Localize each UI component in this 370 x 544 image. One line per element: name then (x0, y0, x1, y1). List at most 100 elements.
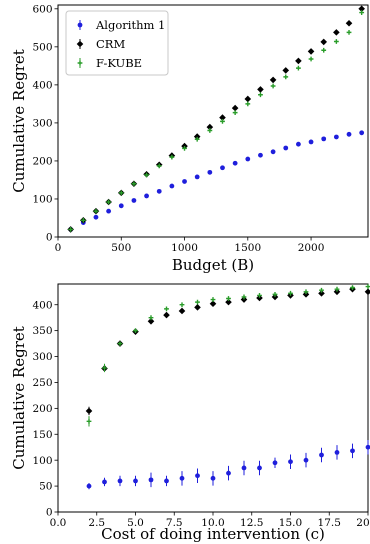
series-f-kube (68, 10, 365, 232)
data-point (206, 123, 214, 131)
data-point (350, 448, 355, 454)
data-point (68, 226, 74, 232)
y-tick-label: 100 (32, 455, 52, 467)
legend-entry: Algorithm 1 (95, 18, 165, 32)
data-point (195, 299, 200, 305)
data-point (117, 478, 123, 484)
data-point (308, 139, 314, 145)
y-axis-label: Cumulative Regret (10, 326, 28, 470)
data-point (220, 165, 225, 171)
data-point (210, 297, 216, 302)
data-point (210, 475, 216, 481)
data-point (226, 470, 231, 476)
x-tick-label: 15.0 (279, 517, 302, 529)
data-point (182, 179, 187, 184)
y-tick-label: 400 (32, 299, 52, 311)
data-point (131, 181, 137, 187)
data-point (271, 293, 279, 301)
x-tick-label: 7.5 (166, 517, 183, 529)
data-point (178, 307, 186, 315)
data-point (334, 286, 340, 292)
data-point (288, 459, 293, 465)
data-point (117, 341, 123, 346)
series-algorithm-1 (68, 130, 365, 232)
data-point (303, 457, 309, 463)
data-point (179, 475, 185, 481)
legend-marker (77, 60, 83, 66)
x-tick-label: 500 (111, 242, 131, 254)
data-point (295, 57, 302, 65)
data-point (86, 418, 92, 424)
data-point (232, 110, 238, 116)
x-tick-label: 17.5 (318, 517, 341, 529)
series-crm (85, 285, 370, 416)
data-point (194, 174, 200, 180)
data-point (282, 67, 290, 74)
data-point (272, 460, 278, 466)
y-tick-label: 400 (32, 79, 52, 91)
data-point (319, 452, 324, 458)
data-point (346, 131, 352, 137)
y-tick-label: 100 (32, 194, 52, 206)
x-tick-label: 20.0 (356, 517, 370, 529)
data-point (148, 315, 154, 321)
data-point (169, 183, 175, 189)
data-point (207, 128, 213, 133)
legend-marker (76, 40, 84, 48)
data-point (350, 285, 355, 291)
data-point (93, 214, 99, 220)
x-axis-label: Budget (B) (172, 256, 254, 274)
data-point (359, 10, 365, 16)
data-point (333, 288, 341, 296)
data-point (272, 291, 278, 297)
data-point (164, 478, 169, 484)
data-point (220, 118, 225, 124)
data-point (156, 188, 162, 194)
data-point (179, 302, 185, 308)
y-tick-label: 200 (32, 403, 52, 415)
x-tick-label: 0.0 (50, 517, 67, 529)
legend-entry: F-KUBE (96, 56, 142, 70)
data-point (308, 56, 314, 62)
chart-cost: 0.0 2.5 5.0 7.5 10.0 12.5 15.0 17.5 20.0 0 50 100 15… (10, 283, 370, 543)
data-point (241, 465, 247, 471)
data-point (333, 29, 340, 36)
chart-budget: 0 500 1000 1500 2000 0 100 200 300 400 500 600 Budge… (10, 3, 369, 274)
x-tick-label: 5.0 (127, 517, 144, 529)
data-point (85, 407, 93, 415)
data-point (256, 294, 263, 302)
data-point (86, 483, 92, 489)
x-axis-label: Cost of doing intervention (c) (101, 525, 325, 543)
data-point (169, 154, 175, 160)
data-point (102, 479, 107, 485)
data-point (358, 5, 365, 13)
data-point (257, 86, 264, 93)
series-algorithm-1 (86, 439, 370, 490)
data-point (106, 199, 112, 205)
x-tick-label: 2.5 (88, 517, 105, 529)
x-tick-label: 1000 (171, 242, 198, 254)
data-point (240, 296, 248, 303)
data-point (241, 294, 247, 300)
y-tick-label: 300 (32, 351, 52, 363)
data-point (288, 290, 293, 296)
axes-frame (57, 4, 369, 238)
data-point (144, 193, 149, 199)
data-point (345, 19, 353, 27)
data-point (321, 47, 327, 53)
x-tick-label: 2000 (298, 242, 325, 254)
data-point (133, 478, 138, 484)
data-point (318, 290, 325, 297)
data-point (209, 300, 217, 307)
data-point (144, 172, 149, 178)
data-point (133, 328, 138, 334)
data-point (118, 190, 124, 196)
y-tick-label: 150 (32, 429, 52, 441)
data-point (257, 465, 262, 471)
data-point (147, 318, 155, 325)
legend-entry: CRM (96, 37, 125, 51)
data-point (156, 163, 162, 169)
data-point (195, 473, 200, 479)
data-point (270, 83, 276, 89)
